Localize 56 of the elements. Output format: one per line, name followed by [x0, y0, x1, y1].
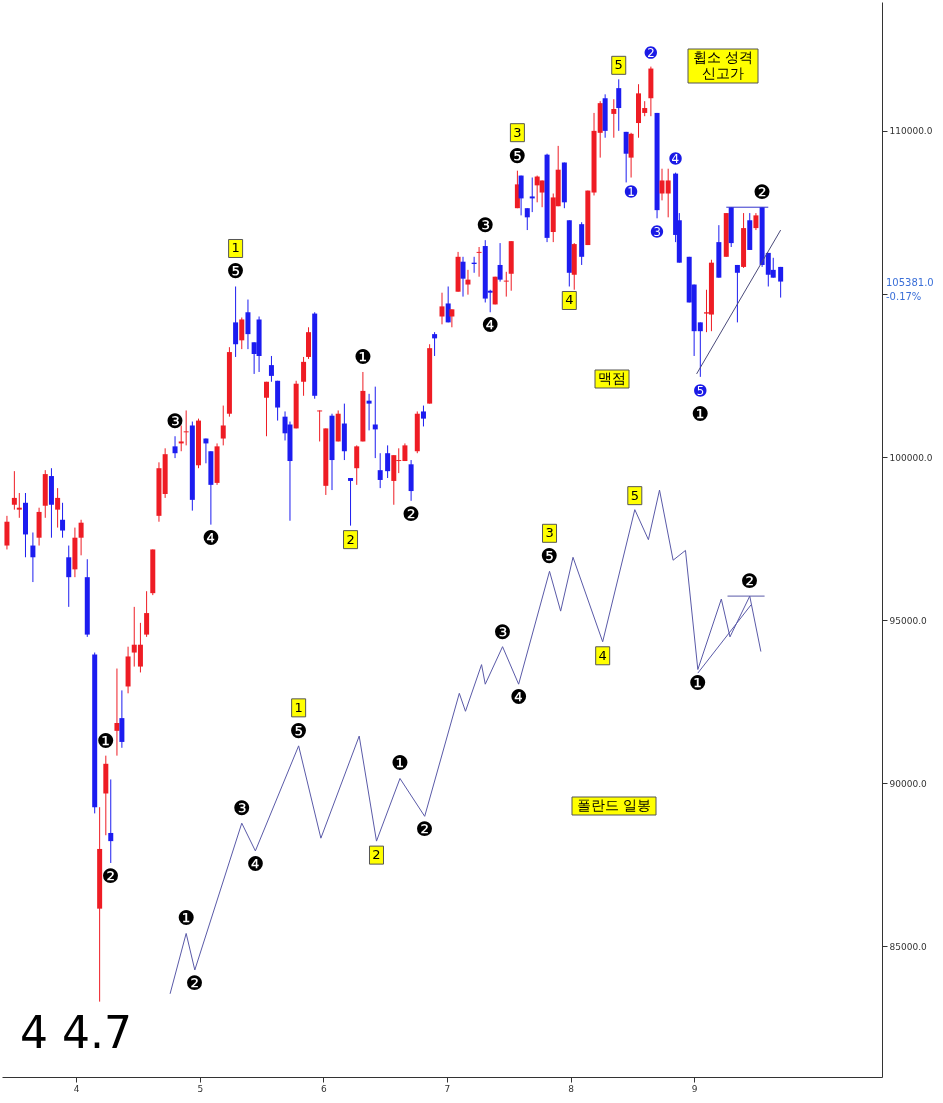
annotation: 3 [513, 124, 522, 140]
x-tick-label: 8 [568, 1083, 575, 1094]
x-tick-label: 7 [444, 1083, 451, 1094]
annotation: ❸ [166, 409, 184, 434]
annotation: ❺ [508, 143, 527, 168]
annotation: ➍ [669, 149, 683, 168]
text: 105381.0 [886, 277, 934, 288]
annotation: ❶ [177, 906, 196, 931]
y-tick-label: 95000.0 [889, 615, 927, 626]
annotation: ❶ [391, 751, 409, 776]
annotation: ❶ [688, 670, 707, 695]
annotation: 2 [346, 531, 355, 547]
annotation: 맥점 [598, 370, 626, 386]
annotation: ❶ [353, 344, 372, 369]
x-tick-label: 9 [691, 1083, 698, 1094]
annotation: ❷ [101, 863, 120, 888]
annotation: ❷ [402, 501, 421, 526]
annotation: ❹ [481, 313, 500, 338]
annotation: ➌ [650, 223, 664, 242]
annotation: 2 [372, 847, 381, 863]
annotation: ➎ [694, 381, 708, 400]
annotation: ❷ [740, 569, 759, 594]
x-tick-label: 5 [197, 1083, 204, 1094]
annotation: 폴란드 일봉 [576, 797, 652, 813]
annotation: ❸ [476, 213, 495, 238]
annotation: ➊ [624, 182, 638, 201]
annotation: 4 [598, 647, 607, 663]
annotation: ❹ [246, 851, 265, 876]
x-tick-label: 4 [73, 1083, 80, 1094]
y-tick-label: 85000.0 [889, 942, 927, 952]
annotation: ❹ [509, 685, 528, 710]
annotation: ❸ [232, 796, 251, 821]
annotation: ➋ [644, 43, 658, 62]
annotation: ❺ [226, 259, 245, 284]
annotation: ❶ [691, 401, 710, 426]
annotation: 1 [231, 240, 240, 256]
y-tick-label: 90000.0 [889, 778, 927, 789]
annotation: ❸ [493, 619, 512, 644]
annotation: ❹ [201, 525, 220, 550]
x-tick-label: 6 [320, 1083, 327, 1094]
y-tick-label: 100000.0 [889, 452, 933, 463]
y-tick-label: 110000.0 [889, 126, 933, 137]
annotation: 3 [545, 525, 554, 541]
annotation: ❷ [185, 970, 204, 995]
annotation: 4 [565, 292, 574, 308]
annotation: ❺ [540, 544, 559, 569]
annotation: ❷ [753, 180, 772, 205]
annotation: ❺ [289, 718, 308, 743]
annotation: ❶ [96, 728, 115, 753]
text: -0.17% [886, 291, 922, 302]
annotation: 휩소 성격 신고가 [692, 49, 754, 81]
annotation: 1 [294, 699, 303, 715]
annotation: 5 [630, 487, 639, 503]
annotation: 4 4.7 [20, 1007, 132, 1058]
annotation: 5 [614, 57, 623, 73]
annotation: ❷ [415, 817, 434, 842]
